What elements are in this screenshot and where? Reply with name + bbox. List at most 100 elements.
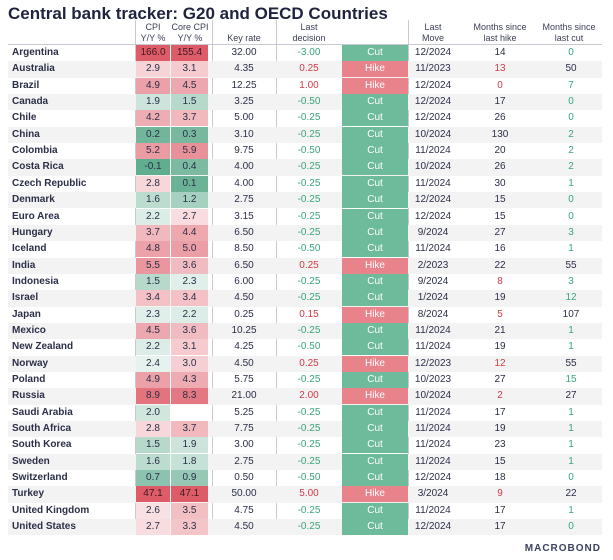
core-cpi-value: 3.1	[171, 339, 208, 356]
core-cpi-value: 3.0	[171, 355, 208, 372]
column-divider	[135, 20, 136, 535]
months-since-hike: 20	[494, 145, 506, 157]
last-decision-value: -0.50	[297, 96, 321, 108]
key-rate-value: 50.00	[231, 488, 257, 500]
months-since-hike: 5	[497, 308, 503, 320]
key-rate-value: 4.25	[234, 341, 254, 353]
cpi-value: 2.8	[136, 421, 170, 438]
table-row: Costa Rica -0.1 0.4 4.00 -0.25 Cut 10/2024 26 2	[8, 159, 602, 176]
core-cpi-value: 4.3	[171, 372, 208, 388]
decision-badge: Hike	[342, 388, 408, 405]
key-rate-value: 4.35	[234, 63, 254, 75]
cpi-value: 0.2	[136, 126, 170, 143]
key-rate-value: 0.25	[234, 308, 254, 320]
last-move-date: 12/2024	[414, 79, 452, 91]
months-since-hike: 12	[494, 357, 506, 369]
last-decision-value: -0.25	[297, 374, 321, 385]
last-decision-value: -0.50	[297, 472, 321, 484]
table-row: Sweden 1.6 1.8 2.75 -0.25 Cut 11/2024 15 1	[8, 453, 602, 471]
last-move-date: 12/2023	[414, 357, 452, 369]
country-name: Brazil	[12, 79, 40, 91]
last-decision-value: -0.25	[297, 112, 321, 124]
decision-badge: Cut	[342, 208, 408, 225]
last-move-date: 12/2024	[414, 112, 452, 124]
header-cpi: CPI Y/Y %	[136, 22, 170, 44]
decision-badge: Cut	[342, 421, 408, 438]
country-name: Norway	[12, 357, 49, 369]
country-name: Switzerland	[12, 472, 68, 484]
table-row: Russia 8.9 8.3 21.00 2.00 Hike 10/2024 2 27	[8, 388, 602, 405]
months-since-hike: 0	[497, 79, 503, 91]
key-rate-value: 6.50	[234, 226, 254, 238]
key-rate-value: 2.75	[234, 455, 254, 467]
country-name: Iceland	[12, 243, 47, 255]
decision-badge: Cut	[342, 175, 408, 192]
table-row: Saudi Arabia 2.0 5.25 -0.25 Cut 11/2024 17 1	[8, 404, 602, 421]
cpi-value: 1.6	[136, 192, 170, 209]
last-move-date: 8/2024	[417, 308, 449, 320]
last-decision-value: -3.00	[297, 47, 321, 58]
decision-badge: Cut	[342, 45, 408, 61]
core-cpi-value: 155.4	[171, 45, 208, 61]
country-name: Canada	[12, 96, 49, 108]
months-since-cut: 50	[565, 63, 577, 75]
months-since-hike: 17	[494, 96, 506, 108]
key-rate-value: 4.75	[234, 504, 254, 516]
decision-badge: Hike	[342, 306, 408, 323]
cpi-value: 2.6	[136, 502, 170, 519]
last-decision-value: 5.00	[299, 488, 319, 500]
months-since-cut: 107	[562, 308, 580, 320]
last-move-date: 11/2024	[415, 406, 451, 418]
country-name: Russia	[12, 390, 45, 402]
core-cpi-value: 0.4	[171, 159, 208, 176]
last-decision-value: 1.00	[299, 79, 319, 91]
last-move-date: 12/2024	[414, 472, 452, 484]
core-cpi-value: 3.7	[171, 421, 208, 438]
header-last-line1: Last	[300, 22, 318, 32]
last-move-date: 10/2024	[414, 128, 452, 140]
table-row: India 5.5 3.6 6.50 0.25 Hike 2/2023 22 55	[8, 257, 602, 274]
cpi-value: 2.0	[136, 404, 170, 421]
key-rate-value: 5.00	[234, 112, 254, 124]
last-move-date: 9/2024	[417, 275, 449, 287]
decision-badge: Cut	[342, 437, 408, 454]
last-decision-value: -0.25	[297, 210, 321, 222]
country-name: Argentina	[12, 47, 59, 58]
macrobond-logo: MACROBOND	[524, 543, 601, 554]
key-rate-value: 4.50	[234, 521, 254, 533]
months-since-cut: 1	[568, 243, 574, 255]
last-move-date: 11/2024	[415, 324, 451, 336]
column-divider	[212, 20, 213, 535]
last-move-date: 11/2024	[415, 341, 451, 353]
last-move-date: 11/2024	[415, 177, 451, 189]
last-move-date: 12/2024	[414, 96, 452, 108]
months-since-cut: 0	[568, 210, 574, 222]
decision-badge: Cut	[342, 470, 408, 487]
decision-badge: Cut	[342, 110, 408, 127]
cpi-value: 1.5	[136, 437, 170, 454]
table-row: Japan 2.3 2.2 0.25 0.15 Hike 8/2024 5 107	[8, 306, 602, 323]
decision-badge: Cut	[342, 290, 408, 307]
months-since-hike: 19	[494, 423, 506, 435]
key-rate-value: 10.25	[231, 324, 257, 336]
decision-badge: Cut	[342, 159, 408, 176]
months-since-cut: 0	[568, 472, 574, 484]
key-rate-value: 5.75	[234, 374, 254, 385]
months-since-cut: 1	[568, 439, 574, 451]
decision-badge: Cut	[342, 339, 408, 356]
last-move-date: 11/2024	[415, 504, 451, 516]
last-move-date: 2/2023	[417, 259, 449, 271]
decision-badge: Hike	[342, 61, 408, 78]
core-cpi-value	[171, 405, 208, 421]
cpi-value: 2.2	[136, 208, 170, 225]
decision-badge: Cut	[342, 273, 408, 290]
key-rate-value: 3.10	[234, 128, 254, 140]
last-move-date: 12/2024	[414, 194, 452, 206]
table-row: Israel 3.4 3.4 4.50 -0.25 Cut 1/2024 19 12	[8, 290, 602, 307]
months-since-hike: 21	[494, 324, 506, 336]
last-decision-value: -0.25	[297, 177, 321, 189]
last-move-date: 12/2024	[414, 210, 452, 222]
last-decision-value: -0.25	[297, 292, 321, 304]
core-cpi-value: 0.1	[171, 175, 208, 192]
key-rate-value: 3.00	[234, 439, 254, 451]
